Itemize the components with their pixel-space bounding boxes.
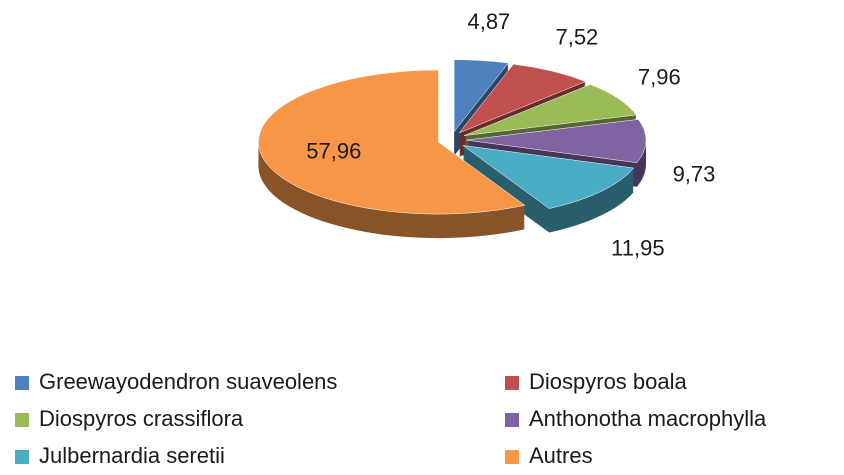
- slice-top: [462, 145, 635, 209]
- slice-top: [453, 59, 509, 133]
- legend-swatch: [505, 450, 519, 464]
- legend-swatch: [505, 413, 519, 427]
- slice-top: [458, 63, 587, 134]
- legend-label: Diospyros crassiflora: [39, 406, 244, 431]
- data-label: 7,52: [555, 24, 598, 49]
- legend-label: Diospyros boala: [529, 369, 688, 394]
- slice-top: [465, 119, 647, 163]
- data-label: 4,87: [467, 9, 510, 34]
- legend-label: Greewayodendron suaveolens: [39, 369, 337, 394]
- data-label: 57,96: [306, 139, 361, 164]
- legend-label: Autres: [529, 443, 593, 468]
- legend-label: Anthonotha macrophylla: [529, 406, 767, 431]
- pie-slice: [462, 145, 635, 233]
- legend-swatch: [15, 413, 29, 427]
- legend-swatch: [15, 450, 29, 464]
- data-label: 7,96: [638, 65, 681, 90]
- data-label: 11,95: [611, 236, 664, 261]
- data-label: 9,73: [673, 161, 716, 186]
- legend-label: Julbernardia seretii: [39, 443, 225, 468]
- slice-top: [463, 84, 637, 136]
- legend-swatch: [15, 376, 29, 390]
- legend-swatch: [505, 376, 519, 390]
- pie-slice: [258, 69, 526, 239]
- slice-top: [258, 69, 526, 215]
